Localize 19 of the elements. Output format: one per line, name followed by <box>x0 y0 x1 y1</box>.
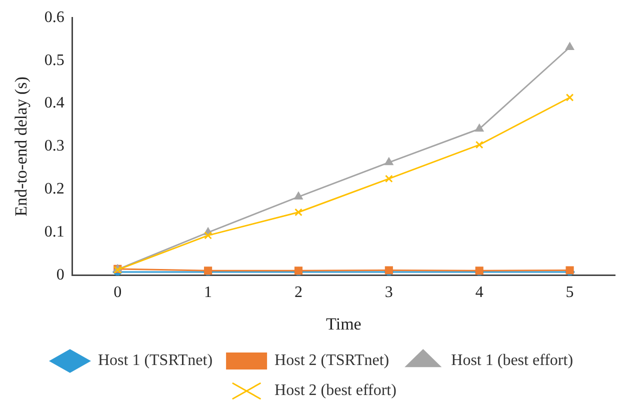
x-tick-label: 0 <box>114 284 122 302</box>
legend-label: Host 1 (best effort) <box>451 352 574 370</box>
x-tick-label: 4 <box>475 284 484 302</box>
x-tick-label: 3 <box>384 284 393 302</box>
y-tick-label: 0.3 <box>44 138 64 155</box>
x-tick-label: 5 <box>566 284 574 302</box>
y-axis-title: End-to-end delay (s) <box>12 76 31 216</box>
y-tick-label: 0 <box>56 266 64 284</box>
x-tick-label: 1 <box>204 284 212 302</box>
y-tick-label: 0.2 <box>44 180 64 198</box>
x-tick-label: 2 <box>294 284 302 302</box>
y-tick-label: 0.5 <box>44 52 64 69</box>
legend-label: Host 2 (TSRTnet) <box>274 352 390 370</box>
legend-label: Host 1 (TSRTnet) <box>98 352 213 370</box>
y-tick-label: 0.1 <box>44 224 64 241</box>
y-tick-label: 0.6 <box>44 8 64 26</box>
x-axis-title: Time <box>326 314 362 334</box>
y-tick-label: 0.4 <box>44 94 64 112</box>
legend-label: Host 2 (best effort) <box>274 382 396 400</box>
